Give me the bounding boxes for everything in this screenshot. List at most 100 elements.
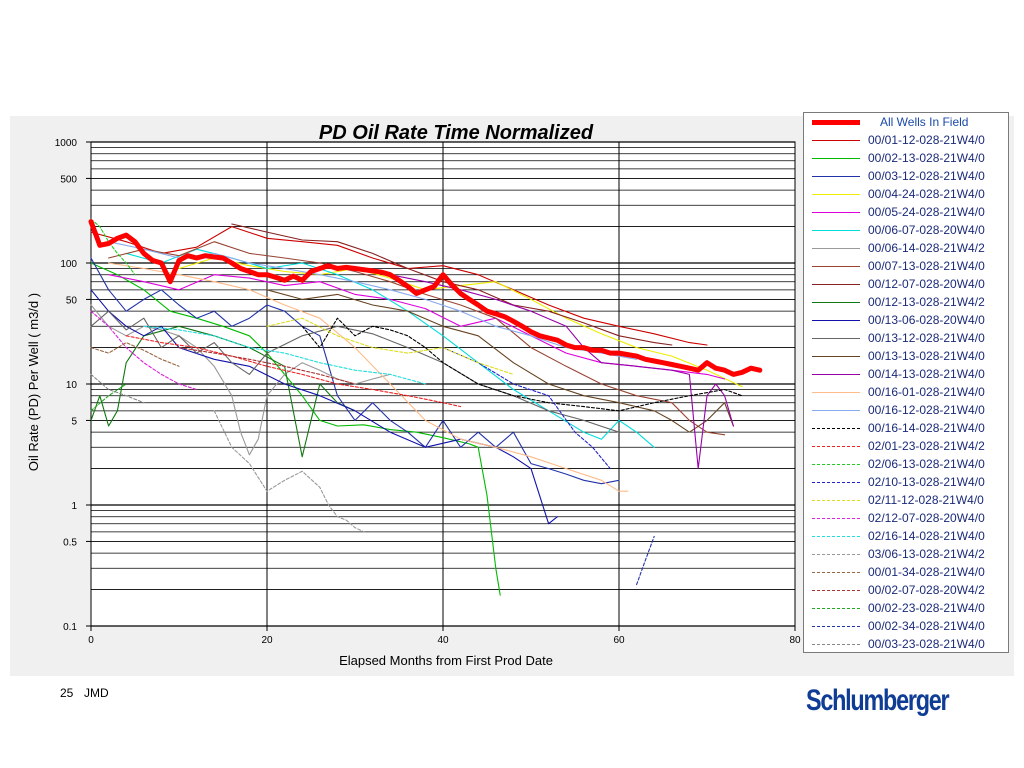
legend-label: 00/12-13-028-21W4/2 — [868, 295, 985, 309]
legend-swatch — [812, 176, 860, 177]
legend-label: 00/13-12-028-21W4/0 — [868, 331, 985, 345]
series-line — [108, 262, 629, 492]
series-line — [90, 310, 198, 391]
legend-label: 00/01-12-028-21W4/0 — [868, 133, 985, 147]
legend-item: 00/02-13-028-21W4/0 — [804, 150, 1010, 168]
legend-swatch — [812, 158, 860, 159]
series-line — [213, 410, 365, 533]
legend-item: 02/06-13-028-21W4/0 — [804, 456, 1010, 474]
legend-swatch — [812, 374, 860, 375]
plot-area: 0.1 0.5 1 5 10 50 100 500 1000 0 20 40 60 80 PD Oil R… — [26, 122, 801, 668]
x-axis-label: Elapsed Months from First Prod Date — [339, 653, 553, 668]
legend: All Wells In Field 00/01-12-028-21W4/0 00/… — [803, 112, 1009, 653]
series-line — [178, 347, 356, 385]
legend-item: 02/11-12-028-21W4/0 — [804, 492, 1010, 510]
series-line — [125, 335, 462, 408]
series-line — [90, 310, 620, 433]
y-tick-label: 50 — [66, 295, 78, 306]
series-line — [90, 262, 501, 596]
legend-label: 00/06-14-028-21W4/2 — [868, 241, 985, 255]
legend-label: 00/03-12-028-21W4/0 — [868, 169, 985, 183]
legend-swatch — [812, 500, 860, 501]
series-line — [90, 325, 356, 458]
legend-label: 02/11-12-028-21W4/0 — [868, 493, 984, 507]
legend-swatch — [812, 356, 860, 357]
y-tick-label: 500 — [60, 174, 77, 185]
legend-item: 00/01-12-028-21W4/0 — [804, 132, 1010, 150]
series-line — [231, 223, 673, 346]
legend-swatch — [812, 266, 860, 267]
series-line — [301, 317, 743, 412]
legend-label: 00/02-23-028-21W4/0 — [868, 601, 985, 615]
legend-label: 02/06-13-028-21W4/0 — [868, 457, 985, 471]
legend-label: 00/16-14-028-21W4/0 — [868, 421, 985, 435]
legend-swatch — [812, 608, 860, 609]
legend-item: 00/04-24-028-21W4/0 — [804, 186, 1010, 204]
legend-label: 03/06-13-028-21W4/2 — [868, 547, 985, 561]
legend-item: 00/06-07-028-20W4/0 — [804, 222, 1010, 240]
legend-item: 00/16-12-028-21W4/0 — [804, 402, 1010, 420]
legend-swatch — [812, 212, 860, 213]
slide-number: 25 — [60, 686, 74, 700]
legend-item: 02/01-23-028-21W4/2 — [804, 438, 1010, 456]
legend-swatch — [812, 428, 860, 429]
legend-item: 00/03-23-028-21W4/0 — [804, 636, 1010, 654]
legend-item: 00/02-23-028-21W4/0 — [804, 600, 1010, 618]
legend-item: 02/10-13-028-21W4/0 — [804, 474, 1010, 492]
legend-swatch — [812, 230, 860, 231]
legend-label: 00/03-23-028-21W4/0 — [868, 637, 985, 651]
y-axis-label: Oil Rate (PD) Per Well ( m3/d ) — [26, 293, 41, 471]
legend-swatch — [812, 518, 860, 519]
legend-label: 00/13-06-028-20W4/0 — [868, 313, 985, 327]
x-tick-label: 20 — [261, 635, 273, 646]
legend-swatch — [812, 284, 860, 285]
legend-swatch — [812, 626, 860, 627]
legend-item: 00/13-13-028-21W4/0 — [804, 348, 1010, 366]
legend-item: All Wells In Field — [804, 114, 1010, 132]
legend-label: 00/16-01-028-21W4/0 — [868, 385, 985, 399]
series-line — [90, 383, 127, 412]
legend-swatch — [812, 194, 860, 195]
legend-label: 00/04-24-028-21W4/0 — [868, 187, 985, 201]
legend-label: 02/10-13-028-21W4/0 — [868, 475, 985, 489]
legend-swatch — [812, 392, 860, 393]
grid-lines — [91, 141, 795, 627]
legend-item: 02/16-14-028-21W4/0 — [804, 528, 1010, 546]
legend-label: All Wells In Field — [880, 115, 969, 129]
legend-label: 00/01-34-028-21W4/0 — [868, 565, 985, 579]
legend-item: 00/02-07-028-20W4/2 — [804, 582, 1010, 600]
x-tick-label: 0 — [88, 635, 94, 646]
series-line — [143, 325, 426, 385]
legend-swatch — [812, 536, 860, 537]
series-line — [90, 342, 180, 367]
legend-swatch — [812, 464, 860, 465]
legend-item: 00/16-14-028-21W4/0 — [804, 420, 1010, 438]
legend-swatch — [812, 410, 860, 411]
legend-swatch — [812, 248, 860, 249]
series-line — [266, 289, 734, 433]
legend-swatch — [812, 554, 860, 555]
y-tick-label: 100 — [60, 259, 77, 270]
legend-label: 00/07-13-028-21W4/0 — [868, 259, 985, 273]
y-tick-label: 0.1 — [63, 622, 77, 633]
legend-swatch — [812, 446, 860, 447]
legend-label: 00/06-07-028-20W4/0 — [868, 223, 985, 237]
legend-label: 02/16-14-028-21W4/0 — [868, 529, 985, 543]
series-line — [90, 218, 136, 276]
legend-label: 00/05-24-028-21W4/0 — [868, 205, 985, 219]
y-tick-label: 1000 — [55, 138, 78, 149]
x-tick-label: 60 — [613, 635, 625, 646]
legend-swatch — [812, 140, 860, 141]
legend-label: 00/16-12-028-21W4/0 — [868, 403, 985, 417]
y-tick-label: 5 — [71, 416, 77, 427]
legend-item: 00/06-14-028-21W4/2 — [804, 240, 1010, 258]
legend-item: 00/02-34-028-21W4/0 — [804, 618, 1010, 636]
legend-item: 00/01-34-028-21W4/0 — [804, 564, 1010, 582]
legend-swatch — [812, 320, 860, 321]
legend-item: 02/12-07-028-20W4/0 — [804, 510, 1010, 528]
series-line — [90, 289, 558, 525]
y-tick-label: 0.5 — [63, 537, 77, 548]
y-tick-label: 10 — [66, 380, 78, 391]
legend-label: 00/14-13-028-21W4/0 — [868, 367, 985, 381]
series-layer — [88, 218, 763, 596]
